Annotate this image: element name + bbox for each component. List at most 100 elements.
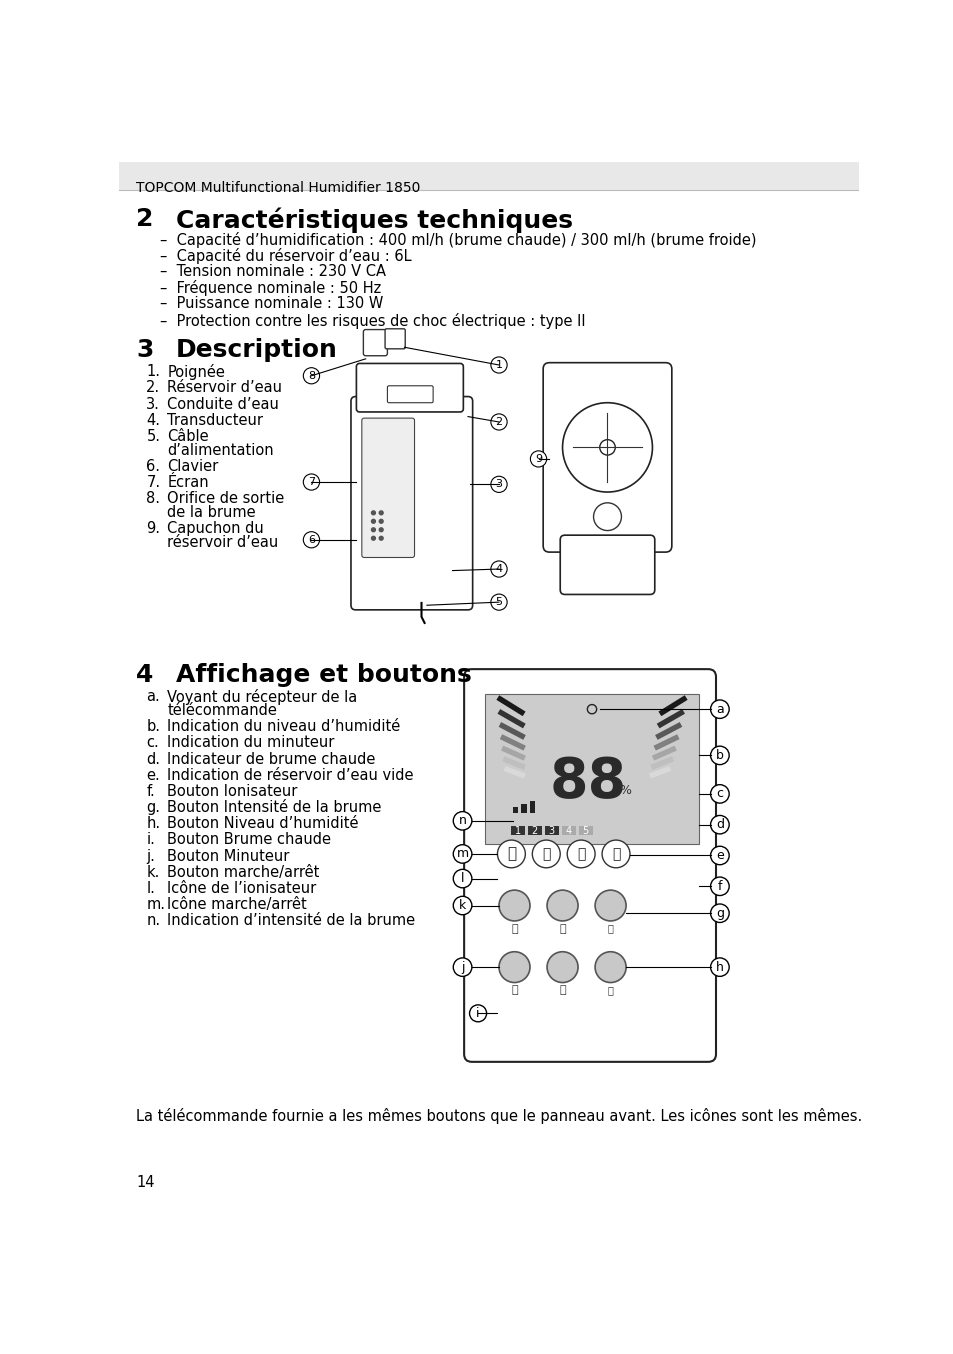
Text: m.: m. bbox=[146, 898, 165, 913]
Text: ⏻: ⏻ bbox=[506, 846, 516, 861]
Text: 🔥: 🔥 bbox=[577, 848, 585, 861]
Bar bbox=[513, 807, 517, 814]
Circle shape bbox=[595, 890, 625, 921]
Text: 2.: 2. bbox=[146, 380, 160, 395]
Bar bbox=[530, 800, 535, 814]
Bar bbox=[501, 757, 525, 770]
Text: 5.: 5. bbox=[146, 429, 160, 444]
Text: La télécommande fournie a les mêmes boutons que le panneau avant. Les icônes son: La télécommande fournie a les mêmes bout… bbox=[136, 1108, 862, 1124]
FancyBboxPatch shape bbox=[385, 329, 405, 349]
Text: 3: 3 bbox=[495, 479, 502, 489]
Circle shape bbox=[567, 839, 595, 868]
Text: Voyant du récepteur de la: Voyant du récepteur de la bbox=[167, 689, 357, 705]
Circle shape bbox=[371, 536, 375, 540]
Text: i: i bbox=[476, 1007, 479, 1020]
Circle shape bbox=[491, 594, 507, 611]
Text: –  Capacité d’humidification : 400 ml/h (brume chaude) / 300 ml/h (brume froide): – Capacité d’humidification : 400 ml/h (… bbox=[159, 232, 756, 248]
Text: k.: k. bbox=[146, 865, 159, 880]
Text: l: l bbox=[460, 872, 464, 886]
Circle shape bbox=[498, 952, 530, 983]
Text: Capuchon du: Capuchon du bbox=[167, 521, 264, 536]
Text: 💧: 💧 bbox=[607, 986, 613, 995]
Text: Description: Description bbox=[175, 338, 337, 362]
Circle shape bbox=[379, 520, 383, 523]
Circle shape bbox=[710, 957, 728, 976]
Text: Orifice de sortie: Orifice de sortie bbox=[167, 492, 284, 506]
Text: m: m bbox=[456, 848, 468, 860]
Text: Conduite d’eau: Conduite d’eau bbox=[167, 397, 279, 412]
Circle shape bbox=[453, 845, 472, 864]
Text: 4: 4 bbox=[495, 565, 502, 574]
Text: Affichage et boutons: Affichage et boutons bbox=[175, 663, 471, 686]
Text: Indication du niveau d’humidité: Indication du niveau d’humidité bbox=[167, 719, 400, 734]
Text: 1.: 1. bbox=[146, 364, 160, 379]
Text: 3.: 3. bbox=[146, 397, 160, 412]
Text: 2: 2 bbox=[136, 207, 153, 232]
Text: 2: 2 bbox=[531, 826, 537, 835]
Text: 4.: 4. bbox=[146, 413, 160, 428]
Circle shape bbox=[710, 784, 728, 803]
Text: 8.: 8. bbox=[146, 492, 160, 506]
Text: g.: g. bbox=[146, 800, 160, 815]
Circle shape bbox=[532, 839, 559, 868]
Text: Icône de l’ionisateur: Icône de l’ionisateur bbox=[167, 881, 316, 896]
Bar bbox=[650, 757, 673, 770]
Circle shape bbox=[497, 839, 525, 868]
FancyBboxPatch shape bbox=[361, 418, 415, 558]
Text: 2: 2 bbox=[495, 417, 502, 427]
Text: 88: 88 bbox=[549, 756, 626, 810]
Text: ⛔: ⛔ bbox=[611, 848, 619, 861]
Text: f.: f. bbox=[146, 784, 155, 799]
Text: TOPCOM Multifunctional Humidifier 1850: TOPCOM Multifunctional Humidifier 1850 bbox=[136, 181, 420, 195]
FancyBboxPatch shape bbox=[356, 363, 463, 412]
Text: 7.: 7. bbox=[146, 475, 160, 490]
Bar bbox=[648, 766, 671, 779]
Text: 7: 7 bbox=[308, 477, 314, 487]
Text: 3: 3 bbox=[136, 338, 153, 362]
Bar bbox=[497, 709, 525, 728]
Text: 5: 5 bbox=[582, 826, 588, 835]
Text: d’alimentation: d’alimentation bbox=[167, 443, 274, 458]
Text: Caractéristiques techniques: Caractéristiques techniques bbox=[175, 207, 572, 233]
Circle shape bbox=[379, 528, 383, 532]
Text: a: a bbox=[716, 703, 723, 716]
Circle shape bbox=[595, 952, 625, 983]
Text: –  Tension nominale : 230 V CA: – Tension nominale : 230 V CA bbox=[159, 264, 385, 279]
Circle shape bbox=[491, 414, 507, 431]
Text: 6.: 6. bbox=[146, 459, 160, 474]
Text: Câble: Câble bbox=[167, 429, 209, 444]
Circle shape bbox=[303, 532, 319, 548]
Circle shape bbox=[491, 561, 507, 577]
Circle shape bbox=[453, 957, 472, 976]
Text: a.: a. bbox=[146, 689, 160, 704]
Bar bbox=[653, 734, 679, 750]
Circle shape bbox=[371, 520, 375, 523]
Text: 6: 6 bbox=[308, 535, 314, 544]
Text: 9.: 9. bbox=[146, 521, 160, 536]
Text: –  Protection contre les risques de choc électrique : type II: – Protection contre les risques de choc … bbox=[159, 313, 584, 329]
Bar bbox=[655, 722, 681, 739]
Text: réservoir d’eau: réservoir d’eau bbox=[167, 535, 278, 550]
Text: d: d bbox=[715, 818, 723, 831]
Circle shape bbox=[371, 510, 375, 515]
Circle shape bbox=[379, 510, 383, 515]
Circle shape bbox=[491, 477, 507, 493]
Text: Bouton Intensité de la brume: Bouton Intensité de la brume bbox=[167, 800, 381, 815]
Bar bbox=[527, 826, 541, 835]
Circle shape bbox=[453, 896, 472, 915]
Text: 3: 3 bbox=[548, 826, 555, 835]
Bar bbox=[544, 826, 558, 835]
Text: Bouton marche/arrêt: Bouton marche/arrêt bbox=[167, 865, 319, 880]
Text: Bouton Niveau d’humidité: Bouton Niveau d’humidité bbox=[167, 816, 358, 831]
Circle shape bbox=[379, 536, 383, 540]
Bar bbox=[499, 734, 525, 750]
Text: b: b bbox=[715, 749, 723, 762]
Circle shape bbox=[710, 815, 728, 834]
Text: Transducteur: Transducteur bbox=[167, 413, 263, 428]
Text: 1: 1 bbox=[495, 360, 502, 370]
Text: Écran: Écran bbox=[167, 475, 209, 490]
Circle shape bbox=[546, 952, 578, 983]
Text: 1: 1 bbox=[514, 826, 520, 835]
Bar bbox=[496, 695, 525, 716]
Text: Bouton Brume chaude: Bouton Brume chaude bbox=[167, 833, 331, 848]
